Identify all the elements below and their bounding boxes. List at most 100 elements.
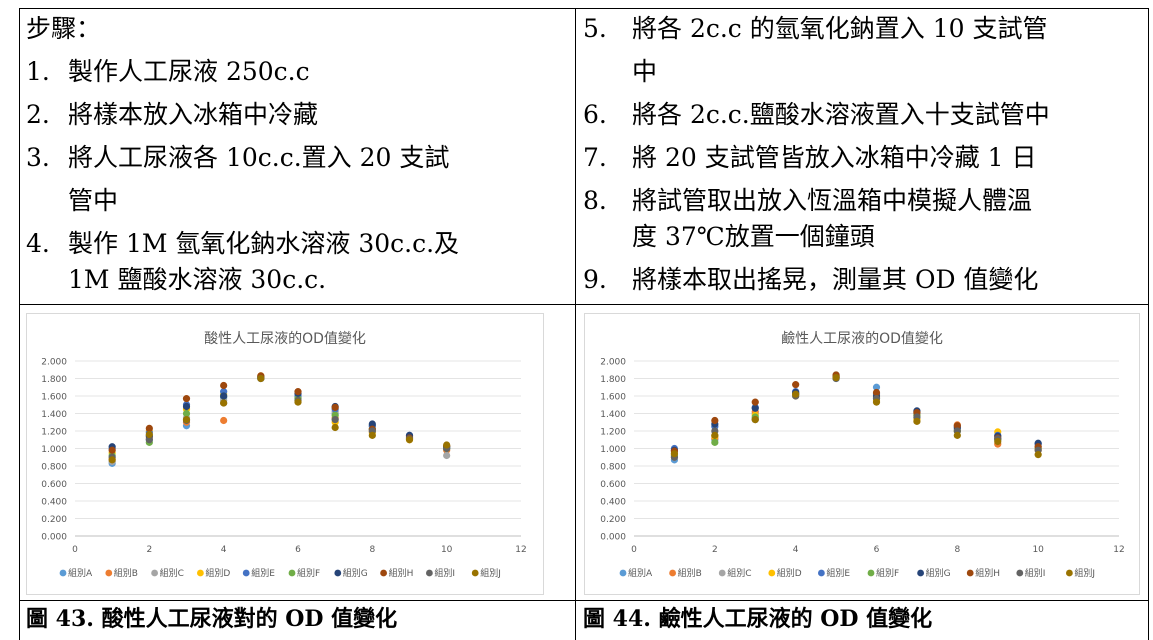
y-tick-label: 1.400 — [41, 410, 67, 420]
y-tick-label: 0.000 — [41, 533, 67, 543]
step-number: 4. — [26, 229, 50, 258]
data-point — [953, 431, 961, 439]
legend-marker — [197, 569, 204, 577]
figure-caption-43: 圖 43. 酸性人工尿液對的 OD 值變化 — [26, 606, 398, 632]
legend-label: 組別C — [727, 567, 751, 579]
legend-label: 組別E — [826, 567, 850, 579]
data-point — [220, 416, 228, 425]
steps-heading: 步驟： — [26, 14, 102, 43]
step-number: 9. — [583, 265, 607, 294]
legend-label: 組別F — [876, 567, 899, 579]
legend-marker — [917, 569, 924, 577]
y-tick-label: 0.200 — [600, 515, 626, 525]
step-text: 度 37℃放置一個鐘頭 — [632, 222, 875, 251]
legend-label: 組別D — [205, 567, 230, 579]
y-tick-label: 1.000 — [41, 445, 67, 455]
data-point — [220, 381, 228, 390]
legend-marker — [768, 569, 776, 577]
legend-marker — [1016, 569, 1024, 577]
legend-marker — [619, 569, 627, 577]
legend-label: 組別B — [114, 567, 138, 579]
y-tick-label: 1.000 — [600, 445, 626, 455]
steps-table — [19, 8, 1149, 640]
step-text: 將各 2c.c 的氫氧化鈉置入 10 支試管 — [632, 14, 1048, 43]
table-border-top — [19, 8, 1149, 9]
y-tick-label: 2.000 — [41, 358, 67, 368]
table-border-right — [1148, 8, 1149, 640]
acidic-od-chart: 酸性人工尿液的OD值變化 0.000 0.200 0.400 0.600 0.800 1.… — [26, 313, 544, 595]
data-point — [832, 374, 840, 382]
data-point — [368, 431, 376, 439]
table-caption-divider — [19, 600, 1149, 601]
legend-marker — [426, 569, 433, 577]
y-tick-label: 1.800 — [41, 375, 67, 385]
legend-label: 組別I — [1025, 567, 1046, 579]
legend-marker — [818, 569, 825, 577]
legend-marker — [718, 569, 726, 577]
x-tick-label: 2 — [146, 545, 152, 555]
data-point — [182, 409, 191, 418]
data-point — [443, 451, 451, 460]
legend-marker — [669, 569, 676, 577]
legend-label: 組別F — [297, 567, 320, 579]
data-point — [711, 438, 719, 446]
y-tick-label: 0.400 — [41, 498, 67, 508]
data-point — [108, 446, 116, 454]
data-point — [182, 402, 191, 411]
x-tick-label: 6 — [295, 545, 301, 555]
y-tick-label: 0.800 — [41, 463, 67, 473]
step-number: 3. — [26, 143, 50, 172]
legend-marker — [242, 569, 250, 577]
data-point — [331, 423, 339, 432]
legend-label: 組別G — [926, 567, 951, 579]
x-tick-label: 8 — [369, 545, 375, 555]
data-point — [751, 404, 759, 412]
y-tick-label: 1.400 — [600, 410, 626, 420]
step-text: 將試管取出放入恆溫箱中模擬人體溫 — [632, 186, 1033, 215]
data-point — [443, 441, 451, 449]
x-tick-label: 12 — [515, 545, 526, 555]
data-point — [108, 456, 116, 464]
legend-marker — [966, 569, 974, 577]
step-number: 1. — [26, 57, 50, 86]
data-point — [913, 417, 921, 425]
data-point — [220, 399, 228, 407]
data-point — [751, 398, 759, 406]
data-point — [670, 450, 679, 458]
legend-label: 組別I — [434, 567, 455, 579]
x-tick-label: 10 — [1032, 545, 1044, 555]
data-point — [711, 431, 719, 439]
data-point — [368, 420, 376, 428]
data-point — [331, 416, 339, 424]
figure-caption-44: 圖 44. 鹼性人工尿液的 OD 值變化 — [583, 606, 933, 632]
legend-label: 組別A — [68, 567, 93, 579]
data-point — [751, 416, 759, 424]
legend-marker — [380, 569, 387, 577]
step-text: 管中 — [68, 186, 119, 215]
legend-marker — [471, 569, 479, 577]
legend-label: 組別G — [343, 567, 368, 579]
x-tick-label: 6 — [874, 545, 880, 555]
step-text: 將樣本放入冰箱中冷藏 — [68, 100, 319, 129]
table-border-left — [19, 8, 20, 640]
y-tick-label: 1.600 — [600, 393, 626, 403]
step-number: 7. — [583, 143, 607, 172]
step-text: 將人工尿液各 10c.c.置入 20 支試 — [68, 143, 450, 172]
legend-label: 組別J — [1074, 567, 1095, 579]
y-tick-label: 1.200 — [41, 428, 67, 438]
y-tick-label: 2.000 — [600, 358, 626, 368]
y-tick-label: 1.200 — [600, 428, 626, 438]
data-point — [872, 398, 881, 406]
legend-label: 組別E — [251, 567, 275, 579]
x-tick-label: 12 — [1113, 545, 1124, 555]
data-point — [405, 436, 414, 444]
x-tick-label: 0 — [631, 545, 637, 555]
data-point — [1034, 451, 1042, 459]
step-text: 中 — [632, 57, 658, 86]
legend-label: 組別B — [678, 567, 702, 579]
data-point — [953, 422, 961, 430]
step-text: 製作人工尿液 250c.c — [68, 57, 310, 86]
y-tick-label: 0.800 — [600, 463, 626, 473]
x-tick-label: 2 — [712, 545, 718, 555]
legend-marker — [334, 569, 342, 577]
